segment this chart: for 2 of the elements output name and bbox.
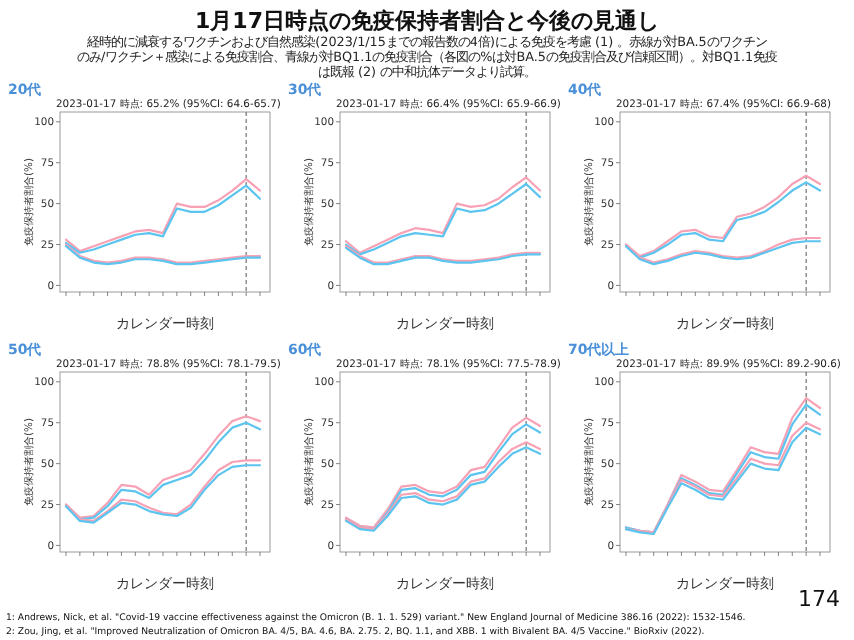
text: 174 xyxy=(798,586,840,612)
text: 1月17日時点の免疫保持者割合と今後の見通し xyxy=(195,8,659,34)
